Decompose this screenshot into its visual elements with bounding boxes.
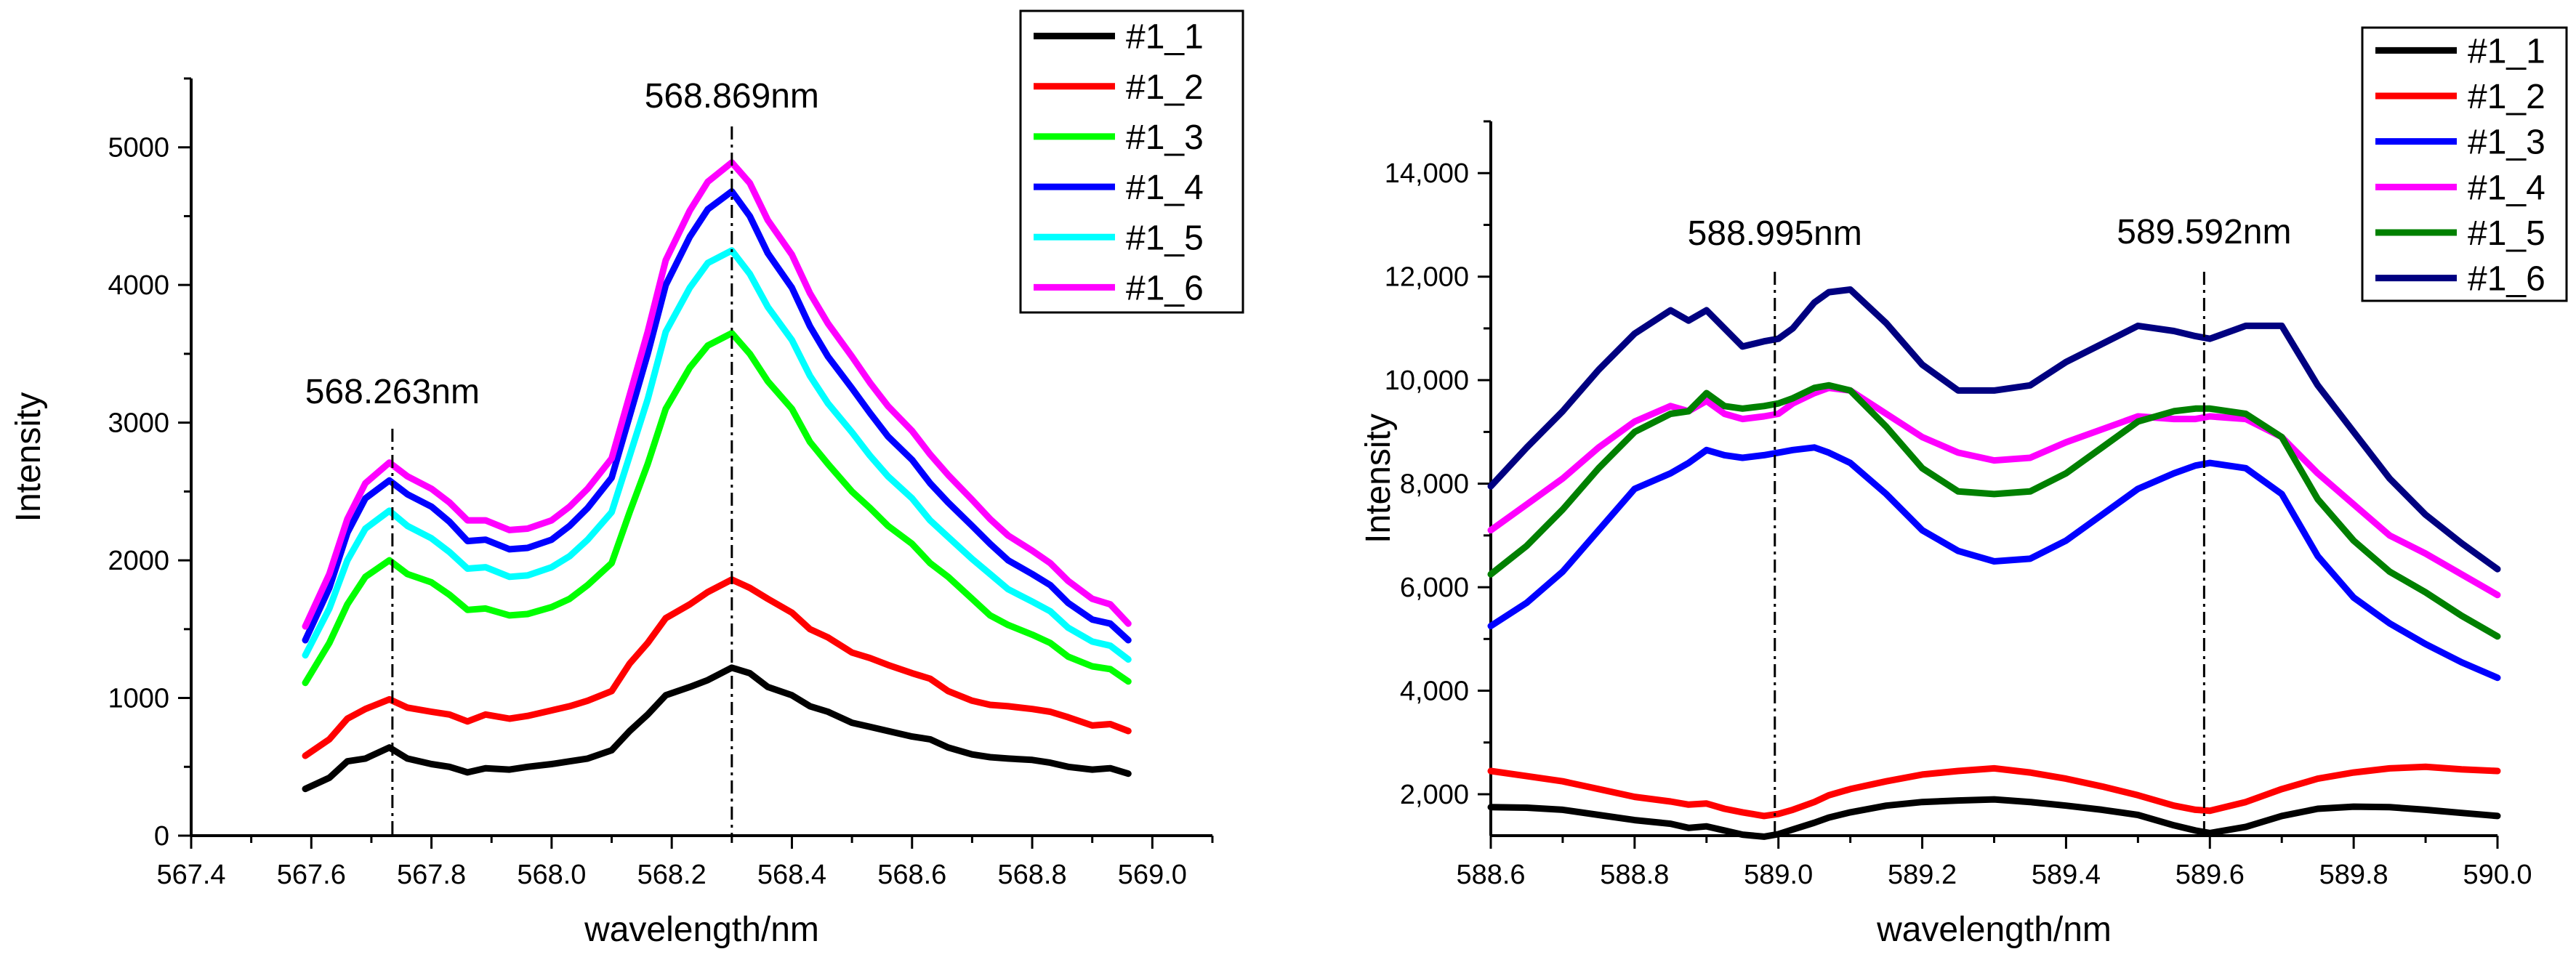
chart-2: 588.6 588.8 589.0 589.2 589.4 589.6 589.8 590.0… <box>1359 26 2568 949</box>
x-axis-title: wavelength/nm <box>584 911 819 949</box>
y-axis-title: Intensity <box>9 392 48 522</box>
y-tick-label: 4,000 <box>1400 677 1469 707</box>
x-tick-label: 589.2 <box>1888 860 1957 890</box>
series-line-n1_2 <box>1487 763 2501 820</box>
legend-label: #1_5 <box>2468 214 2545 253</box>
series-line-n1_3 <box>1487 444 2501 682</box>
legend: #1_1 #1_2 #1_3 #1_4 #1_5 #1_6 <box>1019 9 1244 314</box>
legend: #1_1 #1_2 #1_3 #1_4 #1_5 #1_6 <box>2361 26 2568 302</box>
y-tick-label: 14,000 <box>1385 158 1469 189</box>
series-line-n1_3 <box>302 330 1132 687</box>
legend-box <box>1019 9 1244 314</box>
series-line-n1_5 <box>302 247 1132 663</box>
series-line-n1_6 <box>302 159 1132 630</box>
x-tick-label: 589.4 <box>2032 860 2101 890</box>
y-tick-label: 1000 <box>108 684 169 714</box>
legend-label: #1_2 <box>1126 68 1204 107</box>
y-tick-label: 12,000 <box>1385 262 1469 293</box>
y-tick-label: 8,000 <box>1400 469 1469 500</box>
y-tick-label: 0 <box>154 821 169 852</box>
annotation-label: 568.869nm <box>645 77 819 116</box>
legend-label: #1_4 <box>1126 169 1204 207</box>
x-tick-label: 590.0 <box>2463 860 2532 890</box>
series-line-n1_4 <box>302 187 1132 644</box>
series-line-n1_1 <box>1487 796 2501 840</box>
legend-label: #1_2 <box>2468 78 2545 116</box>
x-tick-label: 589.8 <box>2319 860 2388 890</box>
legend-label: #1_5 <box>1126 219 1204 257</box>
x-tick-label: 588.6 <box>1456 860 1525 890</box>
x-tick-label: 589.0 <box>1744 860 1813 890</box>
x-tick-label: 588.8 <box>1600 860 1669 890</box>
x-tick-label: 567.8 <box>397 860 466 890</box>
legend-label: #1_3 <box>1126 118 1204 157</box>
series-line-n1_2 <box>302 576 1132 759</box>
y-axis-title: Intensity <box>1359 413 1398 544</box>
y-tick-label: 2,000 <box>1400 780 1469 810</box>
x-tick-label: 568.2 <box>637 860 707 890</box>
y-tick-label: 2000 <box>108 546 169 576</box>
x-tick-label: 567.4 <box>156 860 225 890</box>
y-tick-label: 4000 <box>108 270 169 301</box>
legend-label: #1_1 <box>2468 32 2545 70</box>
x-tick-label: 589.6 <box>2175 860 2245 890</box>
series-line-n1_5 <box>1487 381 2501 640</box>
y-tick-label: 3000 <box>108 408 169 439</box>
legend-box <box>2361 26 2568 302</box>
legend-label: #1_4 <box>2468 169 2545 207</box>
y-tick-label: 10,000 <box>1385 366 1469 396</box>
x-tick-label: 568.0 <box>517 860 586 890</box>
legend-label: #1_3 <box>2468 124 2545 162</box>
x-axis-title: wavelength/nm <box>1876 911 2112 949</box>
y-tick-label: 6,000 <box>1400 573 1469 603</box>
annotation-label: 588.995nm <box>1688 214 1862 253</box>
legend-label: #1_6 <box>1126 269 1204 307</box>
annotation-label: 568.263nm <box>305 373 480 411</box>
x-tick-label: 568.8 <box>998 860 1067 890</box>
x-tick-label: 569.0 <box>1118 860 1187 890</box>
series-line-n1_1 <box>302 664 1132 793</box>
legend-label: #1_6 <box>2468 260 2545 299</box>
y-tick-label: 5000 <box>108 133 169 163</box>
legend-label: #1_1 <box>1126 18 1204 57</box>
x-tick-label: 567.6 <box>277 860 346 890</box>
x-tick-label: 568.6 <box>877 860 946 890</box>
chart-1: 567.4 567.6 567.8 568.0 568.2 568.4 568.6 568.8… <box>9 9 1244 949</box>
annotation-label: 589.592nm <box>2117 213 2291 251</box>
series-line-n1_6 <box>1487 286 2501 573</box>
x-tick-label: 568.4 <box>757 860 826 890</box>
